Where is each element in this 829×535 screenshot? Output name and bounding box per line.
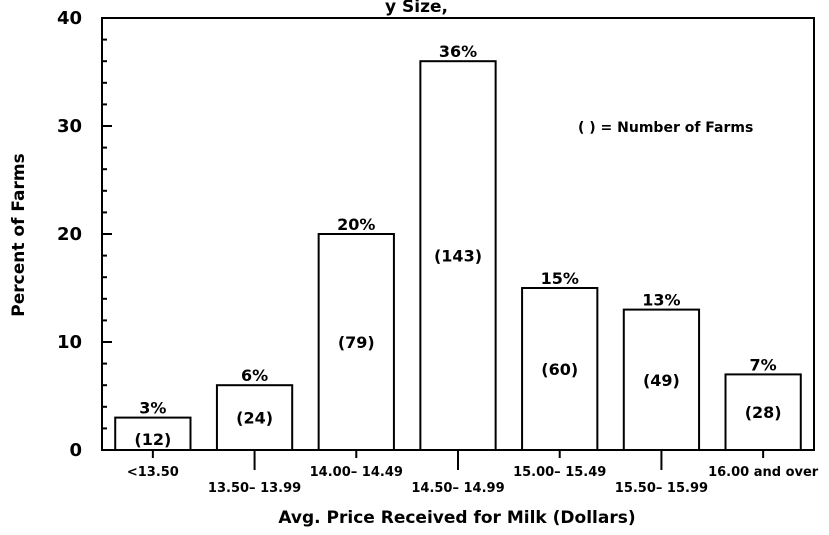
bar-percent-label: 7% bbox=[750, 355, 777, 374]
bar bbox=[317, 233, 395, 451]
bar-count-label: (28) bbox=[745, 403, 782, 422]
bar bbox=[724, 373, 802, 451]
bar-percent-label: 3% bbox=[139, 399, 166, 418]
y-tick-label: 0 bbox=[69, 440, 82, 461]
x-tick-label: 15.50– 15.99 bbox=[615, 481, 708, 496]
bar bbox=[521, 287, 599, 451]
bar bbox=[622, 308, 701, 451]
bar-count-label: (24) bbox=[236, 409, 273, 428]
bar-count-label: (49) bbox=[643, 371, 680, 390]
y-tick-label: 40 bbox=[57, 8, 82, 29]
bar-count-label: (79) bbox=[338, 333, 375, 352]
bar bbox=[114, 416, 192, 452]
bar-count-label: (12) bbox=[134, 430, 171, 449]
y-tick-label: 10 bbox=[57, 332, 82, 353]
count-legend-note: ( ) = Number of Farms bbox=[578, 120, 753, 136]
bar-percent-label: 20% bbox=[337, 215, 375, 234]
bar-percent-label: 36% bbox=[439, 42, 477, 61]
y-tick-label: 20 bbox=[57, 224, 82, 245]
x-tick-label: 16.00 and over bbox=[708, 465, 819, 480]
x-tick-label: <13.50 bbox=[127, 465, 179, 480]
y-tick-label: 30 bbox=[57, 116, 82, 137]
chart-title-fragment: y Size, bbox=[385, 0, 448, 17]
bar bbox=[215, 384, 294, 452]
x-tick-label: 14.50– 14.99 bbox=[411, 481, 504, 496]
bar-count-label: (60) bbox=[541, 360, 578, 379]
bar-percent-label: 15% bbox=[541, 269, 579, 288]
bar-count-label: (143) bbox=[434, 247, 482, 266]
x-tick-label: 13.50– 13.99 bbox=[208, 481, 301, 496]
x-axis-title: Avg. Price Received for Milk (Dollars) bbox=[278, 508, 635, 528]
bar-percent-label: 13% bbox=[642, 291, 680, 310]
x-tick-label: 15.00– 15.49 bbox=[513, 465, 606, 480]
x-tick-label: 14.00– 14.49 bbox=[310, 465, 403, 480]
bar-percent-label: 6% bbox=[241, 366, 268, 385]
bar bbox=[419, 60, 497, 451]
labels-group: 3% (12) 6% (24) 20% (79) 36% (143) 15% (60) 13% (49… bbox=[134, 42, 781, 449]
bars-group bbox=[114, 60, 802, 452]
y-axis-title: Percent of Farms bbox=[9, 153, 29, 316]
